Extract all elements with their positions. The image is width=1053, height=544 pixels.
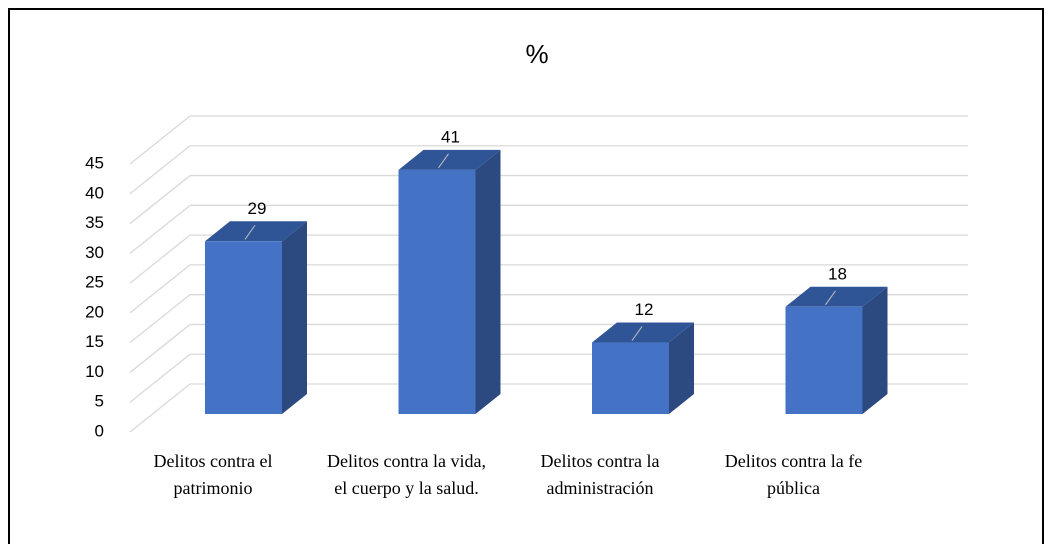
x-tick-label: Delitos contra el patrimonio xyxy=(153,451,273,498)
grid-line xyxy=(129,383,191,433)
y-tick-label: 40 xyxy=(85,183,104,202)
chart-frame xyxy=(8,8,1044,544)
bar-top xyxy=(398,149,501,170)
grid-line xyxy=(129,115,191,165)
x-tick-label: Delitos contra la administración xyxy=(540,451,660,498)
y-tick-label: 5 xyxy=(95,392,104,411)
bar xyxy=(205,241,282,414)
x-tick-label: Delitos contra la fe pública xyxy=(724,451,863,498)
grid-line xyxy=(129,353,191,403)
y-tick-label: 45 xyxy=(85,153,104,172)
grid-line xyxy=(129,145,191,195)
value-label: 12 xyxy=(635,300,654,319)
bar-side xyxy=(862,286,888,414)
bar xyxy=(785,306,863,414)
grid-line xyxy=(129,234,191,284)
bar-side xyxy=(669,322,694,414)
bar-side xyxy=(475,149,501,415)
leader-line xyxy=(244,224,256,240)
value-label: 29 xyxy=(248,199,267,218)
bar xyxy=(398,169,476,414)
value-label: 18 xyxy=(828,264,847,283)
y-tick-label: 15 xyxy=(85,332,104,351)
y-tick-label: 0 xyxy=(95,421,104,440)
leader-line xyxy=(825,290,836,306)
y-tick-label: 20 xyxy=(85,302,104,321)
leader-line xyxy=(631,326,643,341)
leader-line xyxy=(438,153,449,169)
grid-line xyxy=(129,204,191,254)
y-tick-label: 35 xyxy=(85,213,104,232)
bar-top xyxy=(785,286,888,307)
value-label: 41 xyxy=(441,127,460,146)
y-tick-label: 30 xyxy=(85,243,104,262)
bar-top xyxy=(205,221,307,242)
bar-side xyxy=(282,221,307,414)
y-tick-label: 25 xyxy=(85,273,104,292)
x-tick-label: Delitos contra la vida, el cuerpo y la s… xyxy=(327,451,486,498)
bar-top xyxy=(592,322,694,343)
grid-line xyxy=(129,175,191,225)
grid-line xyxy=(129,264,191,314)
grid-line xyxy=(129,294,191,344)
y-tick-label: 10 xyxy=(85,362,104,381)
chart-title: % xyxy=(525,39,548,69)
grid-line xyxy=(129,323,191,373)
bar xyxy=(592,342,669,414)
